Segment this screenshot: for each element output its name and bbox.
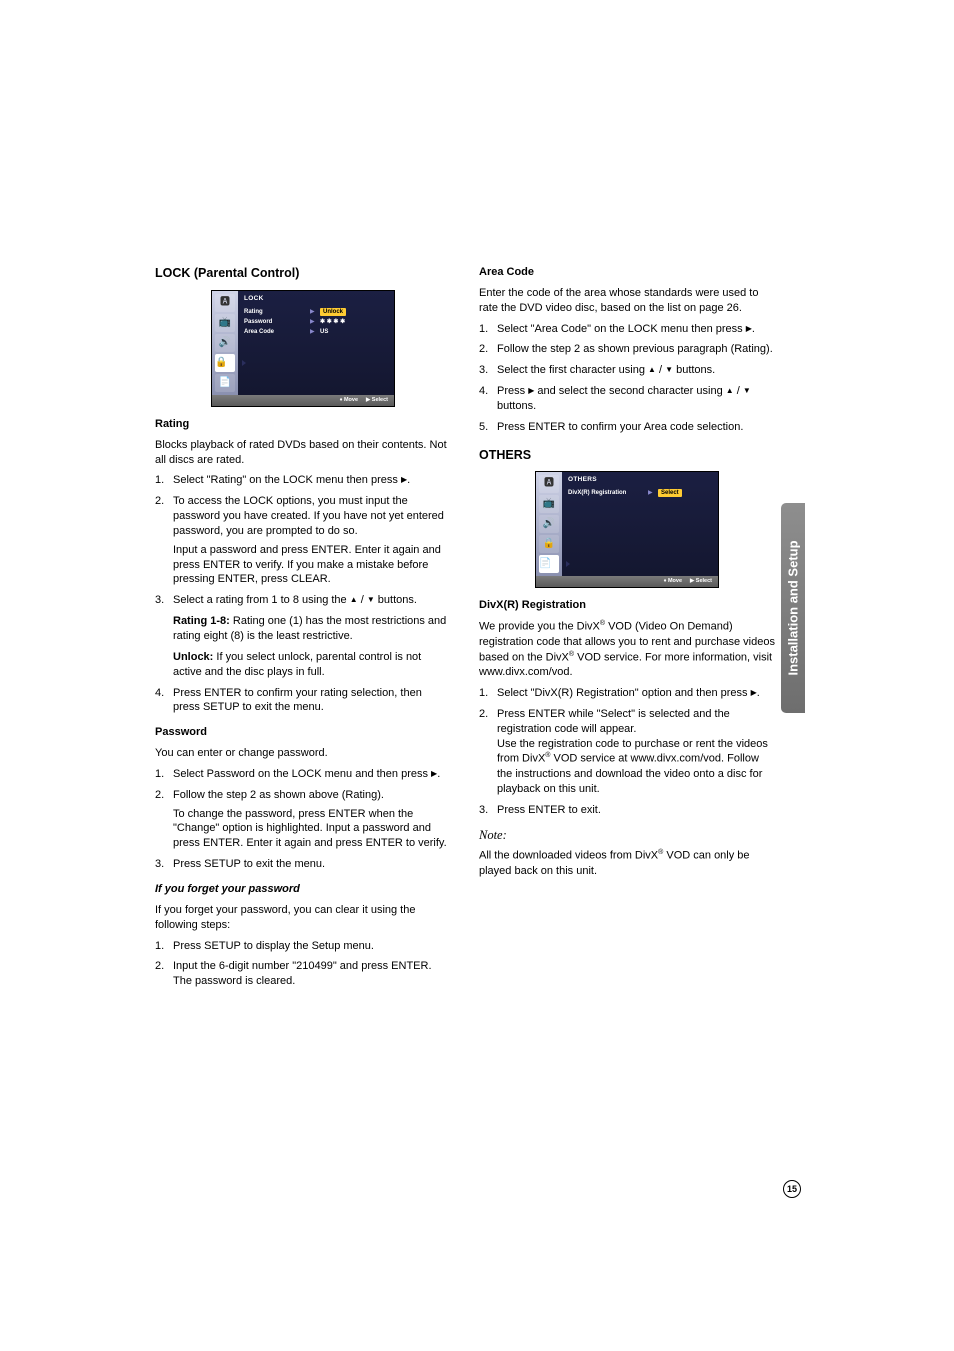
- rating-step-1: 1. Select "Rating" on the LOCK menu then…: [155, 473, 451, 488]
- rating-step-2: 2. To access the LOCK options, you must …: [155, 494, 451, 587]
- heading-others: OTHERS: [479, 447, 775, 464]
- forget-intro: If you forget your password, you can cle…: [155, 903, 451, 933]
- left-column: LOCK (Parental Control) 🅰 📺 🔊 🔒 📄 LOCK: [155, 265, 451, 995]
- menu-sidebar-others: 🅰 📺 🔊 🔒 📄: [536, 472, 562, 576]
- display-icon: 📺: [539, 495, 559, 513]
- menu-row-divx: DivX(R) Registration ▶ Select: [566, 488, 714, 498]
- language-icon: 🅰: [539, 475, 559, 493]
- note-heading: Note:: [479, 827, 775, 844]
- right-column: Area Code Enter the code of the area who…: [479, 265, 775, 995]
- heading-lock: LOCK (Parental Control): [155, 265, 451, 282]
- rating-step-4: 4. Press ENTER to confirm your rating se…: [155, 686, 451, 716]
- menu-footer-others: ♦ Move ▶ Select: [536, 576, 718, 587]
- password-step-1: 1. Select Password on the LOCK menu and …: [155, 767, 451, 782]
- lock-icon: 🔒: [539, 535, 559, 553]
- menu-sidebar: 🅰 📺 🔊 🔒 📄: [212, 291, 238, 395]
- note-body: All the downloaded videos from DivX® VOD…: [479, 848, 775, 878]
- language-icon: 🅰: [215, 294, 235, 312]
- others-menu-figure: 🅰 📺 🔊 🔒 📄 OTHERS DivX(R) Registration ▶ …: [535, 471, 719, 588]
- heading-divx: DivX(R) Registration: [479, 598, 775, 613]
- password-step-3: 3. Press SETUP to exit the menu.: [155, 857, 451, 872]
- divx-step-2: 2. Press ENTER while "Select" is selecte…: [479, 707, 775, 797]
- lock-icon: 🔒: [215, 354, 235, 372]
- rating-intro: Blocks playback of rated DVDs based on t…: [155, 438, 451, 468]
- divx-intro: We provide you the DivX® VOD (Video On D…: [479, 619, 775, 680]
- area-step-4: 4. Press and select the second character…: [479, 384, 775, 414]
- divx-step-3: 3. Press ENTER to exit.: [479, 803, 775, 818]
- page-content: LOCK (Parental Control) 🅰 📺 🔊 🔒 📄 LOCK: [155, 265, 775, 995]
- menu-title: LOCK: [242, 293, 390, 307]
- heading-rating: Rating: [155, 417, 451, 432]
- area-step-5: 5. Press ENTER to confirm your Area code…: [479, 420, 775, 435]
- heading-area-code: Area Code: [479, 265, 775, 280]
- rating-unlock: Unlock: If you select unlock, parental c…: [173, 650, 451, 680]
- rating-1-8: Rating 1-8: Rating one (1) has the most …: [173, 614, 451, 644]
- rating-step-3: 3. Select a rating from 1 to 8 using the…: [155, 593, 451, 608]
- page-number: 15: [783, 1180, 801, 1198]
- menu-footer: ♦ Move ▶ Select: [212, 395, 394, 406]
- divx-step-1: 1. Select "DivX(R) Registration" option …: [479, 686, 775, 701]
- audio-icon: 🔊: [215, 334, 235, 352]
- side-tab: Installation and Setup: [781, 503, 805, 713]
- forget-step-2: 2. Input the 6-digit number "210499" and…: [155, 959, 451, 989]
- others-icon: 📄: [215, 374, 235, 392]
- side-tab-label: Installation and Setup: [786, 540, 801, 675]
- heading-forget-password: If you forget your password: [155, 882, 451, 897]
- menu-row-password: Password ▶ ✱ ✱ ✱ ✱: [242, 317, 390, 327]
- menu-row-rating: Rating ▶ Unlock: [242, 307, 390, 317]
- password-step-2: 2. Follow the step 2 as shown above (Rat…: [155, 788, 451, 851]
- lock-menu-figure: 🅰 📺 🔊 🔒 📄 LOCK Rating ▶ Unlock: [211, 290, 395, 407]
- menu-title-others: OTHERS: [566, 474, 714, 488]
- menu-row-areacode: Area Code ▶ US: [242, 327, 390, 337]
- display-icon: 📺: [215, 314, 235, 332]
- audio-icon: 🔊: [539, 515, 559, 533]
- heading-password: Password: [155, 725, 451, 740]
- area-step-1: 1. Select "Area Code" on the LOCK menu t…: [479, 322, 775, 337]
- password-intro: You can enter or change password.: [155, 746, 451, 761]
- area-intro: Enter the code of the area whose standar…: [479, 286, 775, 316]
- area-step-2: 2. Follow the step 2 as shown previous p…: [479, 342, 775, 357]
- forget-step-1: 1. Press SETUP to display the Setup menu…: [155, 939, 451, 954]
- others-icon: 📄: [539, 555, 559, 573]
- area-step-3: 3. Select the first character using / bu…: [479, 363, 775, 378]
